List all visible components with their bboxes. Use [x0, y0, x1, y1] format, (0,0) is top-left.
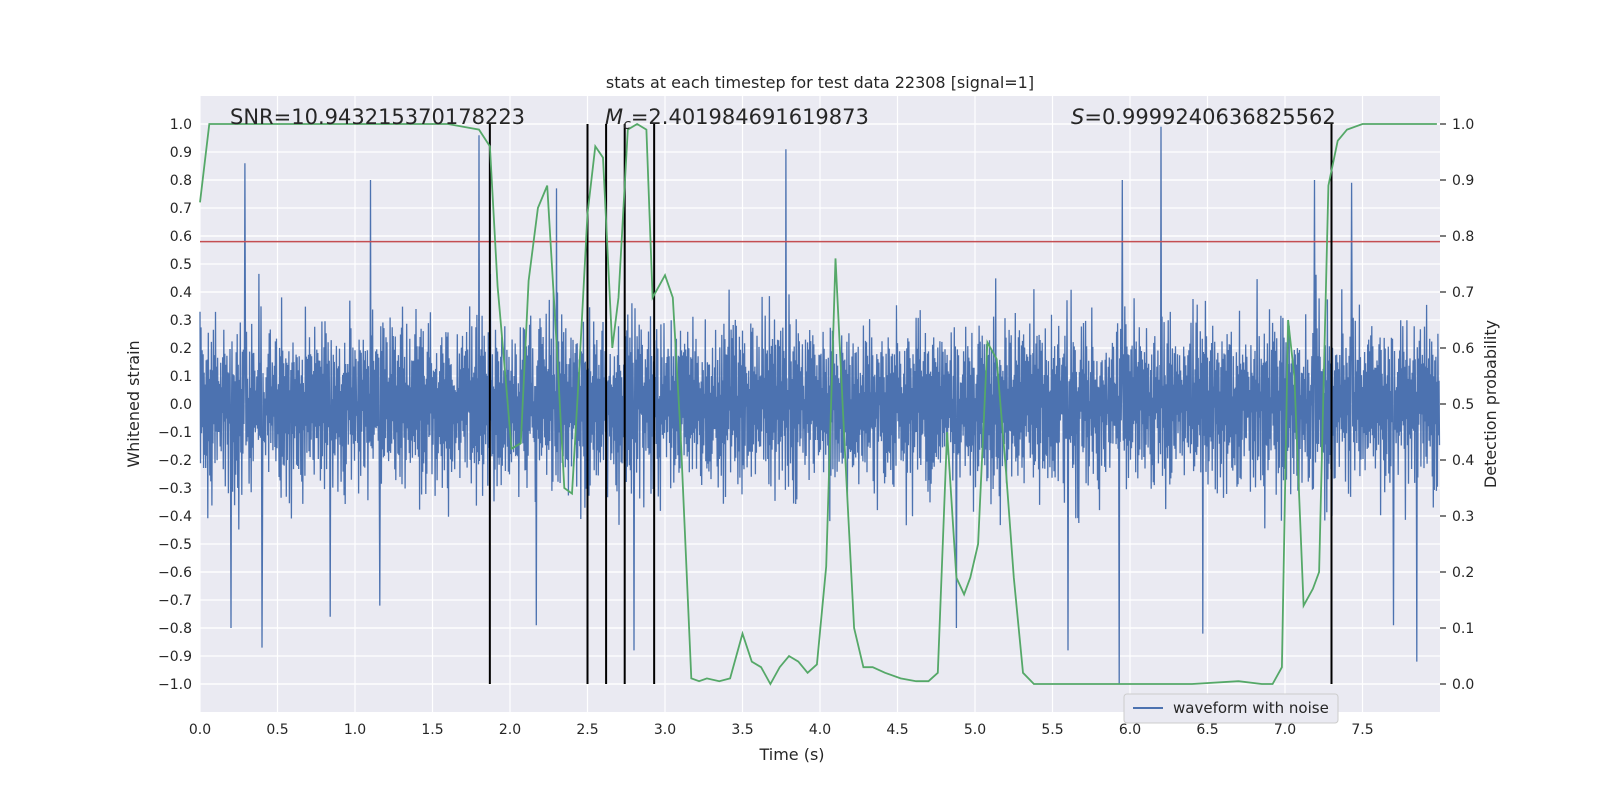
x-tick-label: 5.5	[1041, 722, 1063, 738]
y-tick-label: 0.5	[170, 257, 192, 273]
probability-line	[199, 122, 1437, 686]
y-tick-label: 0.2	[170, 341, 192, 357]
x-tick-label: 7.5	[1351, 722, 1373, 738]
s-annotation: S=0.9999240636825562	[1071, 105, 1336, 129]
y2-tick-label: 0.6	[1452, 341, 1474, 357]
y-tick-label: −0.3	[158, 481, 192, 497]
x-tick-label: 7.0	[1274, 722, 1296, 738]
y-tick-label: −1.0	[158, 677, 192, 693]
y-tick-label: 0.3	[170, 313, 192, 329]
y-tick-label: −0.4	[158, 509, 192, 525]
y2-tick-label: 0.7	[1452, 285, 1474, 301]
s-symbol: S	[1071, 105, 1084, 129]
s-value: =0.9999240636825562	[1084, 105, 1335, 129]
y-tick-label: −0.1	[158, 425, 192, 441]
y-tick-label: 1.0	[170, 117, 192, 133]
y-tick-label: −0.9	[158, 649, 192, 665]
probability-series	[199, 122, 1437, 686]
x-tick-label: 2.5	[576, 722, 598, 738]
x-axis-title: Time (s)	[758, 745, 824, 764]
y-tick-label: 0.4	[170, 285, 192, 301]
mc-subscript: c	[623, 117, 631, 133]
y2-axis-title: Detection probability	[1481, 320, 1500, 488]
y-tick-label: −0.6	[158, 565, 192, 581]
y-tick-label: 0.7	[170, 201, 192, 217]
legend-label: waveform with noise	[1173, 699, 1329, 717]
x-axis-ticks: 0.0 0.5 1.0 1.5 2.0 2.5 3.0 3.5 4.0 4.5 5.0 5.5 6.0 6…	[189, 722, 1374, 738]
x-tick-label: 0.0	[189, 722, 211, 738]
y2-tick-label: 0.3	[1452, 509, 1474, 525]
x-tick-label: 4.0	[809, 722, 831, 738]
x-tick-label: 6.0	[1119, 722, 1141, 738]
x-tick-label: 5.0	[964, 722, 986, 738]
x-tick-label: 4.5	[886, 722, 908, 738]
y2-tick-label: 0.4	[1452, 453, 1474, 469]
y-tick-label: 0.6	[170, 229, 192, 245]
y2-tick-label: 0.9	[1452, 173, 1474, 189]
y-tick-label: 0.8	[170, 173, 192, 189]
y-tick-label: −0.2	[158, 453, 192, 469]
y2-axis-ticks: 1.0 0.9 0.8 0.7 0.6 0.5 0.4 0.3 0.2 0.1 0.0	[1440, 117, 1474, 693]
legend-box	[1123, 693, 1339, 724]
y-tick-label: 0.1	[170, 369, 192, 385]
x-tick-label: 0.5	[266, 722, 288, 738]
y-axis-ticks: 1.0 0.9 0.8 0.7 0.6 0.5 0.4 0.3 0.2 0.1 0.0 −0.1 −0.…	[158, 117, 192, 693]
y2-tick-label: 0.2	[1452, 565, 1474, 581]
chart-title: stats at each timestep for test data 223…	[606, 73, 1034, 92]
waveform-line	[199, 126, 1441, 685]
x-tick-label: 1.0	[344, 722, 366, 738]
mc-symbol: M	[605, 105, 623, 129]
y-tick-label: −0.5	[158, 537, 192, 553]
x-tick-label: 2.0	[499, 722, 521, 738]
y2-tick-label: 0.0	[1452, 677, 1474, 693]
x-tick-label: 3.0	[654, 722, 676, 738]
y2-tick-label: 1.0	[1452, 117, 1474, 133]
x-tick-label: 6.5	[1196, 722, 1218, 738]
y-tick-label: −0.7	[158, 593, 192, 609]
x-tick-label: 1.5	[421, 722, 443, 738]
mc-annotation: Mc=2.401984691619873	[605, 105, 869, 133]
y-axis-title: Whitened strain	[124, 340, 143, 467]
y2-tick-label: 0.8	[1452, 229, 1474, 245]
y-tick-label: −0.8	[158, 621, 192, 637]
snr-annotation: SNR=10.943215370178223	[230, 105, 525, 129]
y2-tick-label: 0.5	[1452, 397, 1474, 413]
y2-tick-label: 0.1	[1452, 621, 1474, 637]
y-tick-label: 0.0	[170, 397, 192, 413]
mc-value: =2.401984691619873	[631, 105, 869, 129]
y-tick-label: 0.9	[170, 145, 192, 161]
legend: waveform with noise	[1123, 693, 1339, 724]
waveform-series	[199, 126, 1441, 685]
x-tick-label: 3.5	[731, 722, 753, 738]
